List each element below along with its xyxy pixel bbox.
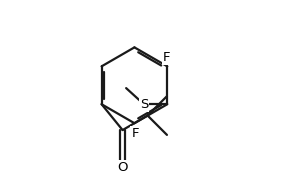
Text: F: F	[132, 127, 139, 140]
Text: F: F	[163, 51, 170, 64]
Text: S: S	[140, 98, 148, 111]
Text: O: O	[117, 162, 128, 174]
